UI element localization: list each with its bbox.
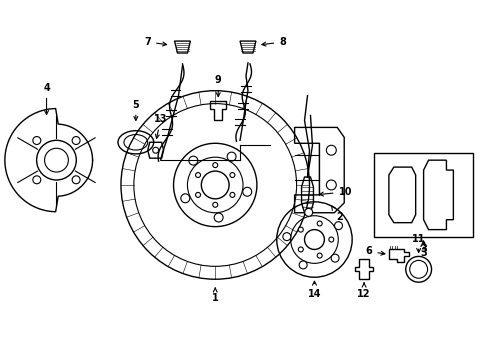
Circle shape — [328, 237, 333, 242]
Text: 14: 14 — [307, 281, 321, 299]
Circle shape — [304, 208, 312, 216]
Text: 6: 6 — [365, 247, 384, 256]
Text: 13: 13 — [154, 114, 167, 138]
Text: 4: 4 — [43, 83, 50, 114]
Bar — [373, 153, 472, 237]
Text: 1: 1 — [211, 287, 218, 303]
Circle shape — [214, 213, 223, 222]
Circle shape — [212, 163, 217, 168]
Circle shape — [317, 253, 322, 258]
Circle shape — [229, 192, 234, 197]
Circle shape — [188, 156, 197, 165]
Circle shape — [298, 247, 303, 252]
Circle shape — [334, 222, 342, 230]
Circle shape — [298, 227, 303, 232]
Text: 9: 9 — [214, 75, 221, 96]
Circle shape — [201, 171, 229, 199]
Circle shape — [243, 187, 251, 196]
Text: 10: 10 — [319, 187, 351, 197]
Circle shape — [195, 192, 200, 197]
Circle shape — [226, 152, 236, 161]
Text: 11: 11 — [411, 234, 425, 252]
Circle shape — [317, 221, 322, 226]
Circle shape — [229, 172, 234, 177]
Text: 3: 3 — [419, 244, 426, 254]
Circle shape — [195, 172, 200, 177]
Text: 12: 12 — [357, 283, 370, 299]
Text: 2: 2 — [331, 206, 342, 222]
Circle shape — [181, 194, 189, 203]
Circle shape — [282, 233, 290, 240]
Text: 5: 5 — [132, 100, 139, 120]
Text: 3: 3 — [419, 248, 426, 258]
Circle shape — [330, 254, 338, 262]
Circle shape — [299, 261, 306, 269]
Circle shape — [212, 202, 217, 207]
Text: 7: 7 — [144, 37, 166, 47]
Text: 8: 8 — [262, 37, 285, 47]
